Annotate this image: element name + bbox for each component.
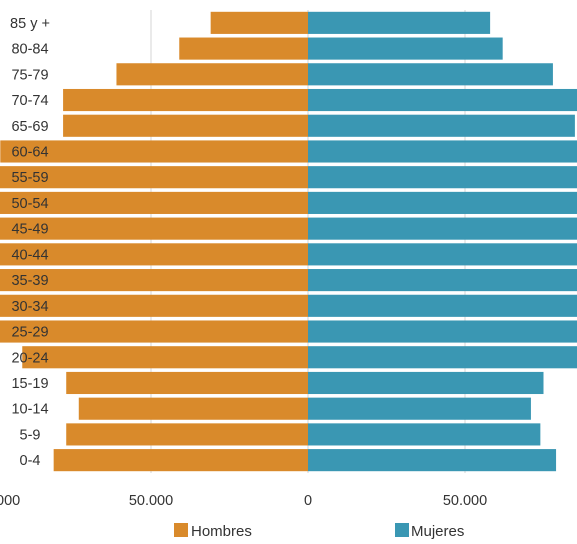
y-tick-label: 25-29: [11, 325, 48, 341]
bar-mujeres-80-84: [308, 37, 503, 60]
y-tick-label: 20-24: [11, 350, 48, 366]
bar-hombres-35-39: [0, 269, 309, 292]
bar-mujeres-65-69: [308, 114, 575, 137]
y-tick-label: 60-64: [11, 144, 48, 160]
bar-hombres-40-44: [0, 243, 309, 266]
x-tick-label: 100.000: [0, 493, 20, 509]
bar-mujeres-85 y +: [308, 11, 491, 34]
y-tick-label: 65-69: [11, 119, 48, 135]
y-axis-labels: 85 y + 80-84 75-79 70-74 65-69 60-64 55-59 50-5…: [10, 16, 50, 469]
y-tick-label: 15-19: [11, 376, 48, 392]
bar-hombres-0-4: [53, 449, 308, 472]
bar-mujeres-40-44: [308, 243, 577, 266]
y-tick-label: 80-84: [11, 42, 48, 58]
bar-hombres-75-79: [116, 63, 309, 86]
bar-hombres-65-69: [63, 114, 308, 137]
bar-mujeres-0-4: [308, 449, 557, 472]
y-tick-label: 5-9: [20, 427, 41, 443]
bar-hombres-45-49: [0, 217, 308, 240]
bars: [0, 11, 577, 472]
bar-hombres-30-34: [0, 294, 308, 317]
bar-hombres-5-9: [66, 423, 308, 446]
gridlines: [150, 10, 466, 473]
legend-swatch-hombres: [174, 523, 188, 537]
bar-mujeres-20-24: [308, 346, 577, 369]
bar-hombres-55-59: [0, 166, 309, 189]
bar-hombres-15-19: [66, 371, 308, 395]
legend-label-mujeres: Mujeres: [411, 523, 464, 539]
bar-mujeres-25-29: [308, 320, 577, 343]
bar-mujeres-45-49: [308, 217, 577, 240]
x-tick-label: 0: [304, 493, 312, 509]
bar-mujeres-50-54: [308, 191, 577, 214]
y-tick-label: 40-44: [11, 247, 48, 263]
y-tick-label: 10-14: [11, 402, 48, 418]
y-tick-label: 45-49: [11, 222, 48, 238]
bar-mujeres-10-14: [308, 397, 531, 420]
x-tick-label: 50.000: [129, 493, 173, 509]
y-tick-label: 75-79: [11, 67, 48, 83]
bar-hombres-20-24: [22, 346, 308, 369]
bar-hombres-50-54: [0, 191, 308, 214]
bar-mujeres-70-74: [308, 88, 577, 112]
bar-hombres-10-14: [78, 397, 308, 420]
bar-hombres-60-64: [0, 140, 309, 163]
legend-label-hombres: Hombres: [191, 523, 252, 539]
y-tick-label: 85 y +: [10, 16, 50, 32]
y-tick-label: 70-74: [11, 93, 48, 109]
y-tick-label: 55-59: [11, 170, 48, 186]
bar-mujeres-55-59: [308, 166, 577, 189]
bar-mujeres-5-9: [308, 423, 541, 446]
legend: Hombres Mujeres: [174, 523, 464, 540]
bar-hombres-80-84: [179, 37, 308, 60]
y-tick-label: 30-34: [11, 299, 48, 315]
bar-mujeres-30-34: [308, 294, 577, 317]
bar-hombres-25-29: [0, 320, 309, 343]
legend-swatch-mujeres: [395, 523, 409, 537]
y-tick-label: 35-39: [11, 273, 48, 289]
x-axis-labels: 150.000100.00050.000050.000100.000150.00…: [0, 493, 487, 509]
bar-mujeres-15-19: [308, 371, 544, 395]
bar-mujeres-60-64: [308, 140, 577, 163]
x-tick-label: 50.000: [443, 493, 487, 509]
bar-mujeres-35-39: [308, 269, 577, 292]
bar-hombres-85 y +: [210, 11, 308, 34]
bar-mujeres-75-79: [308, 63, 553, 86]
y-tick-label: 50-54: [11, 196, 48, 212]
y-tick-label: 0-4: [20, 453, 41, 469]
bar-hombres-70-74: [63, 88, 308, 112]
